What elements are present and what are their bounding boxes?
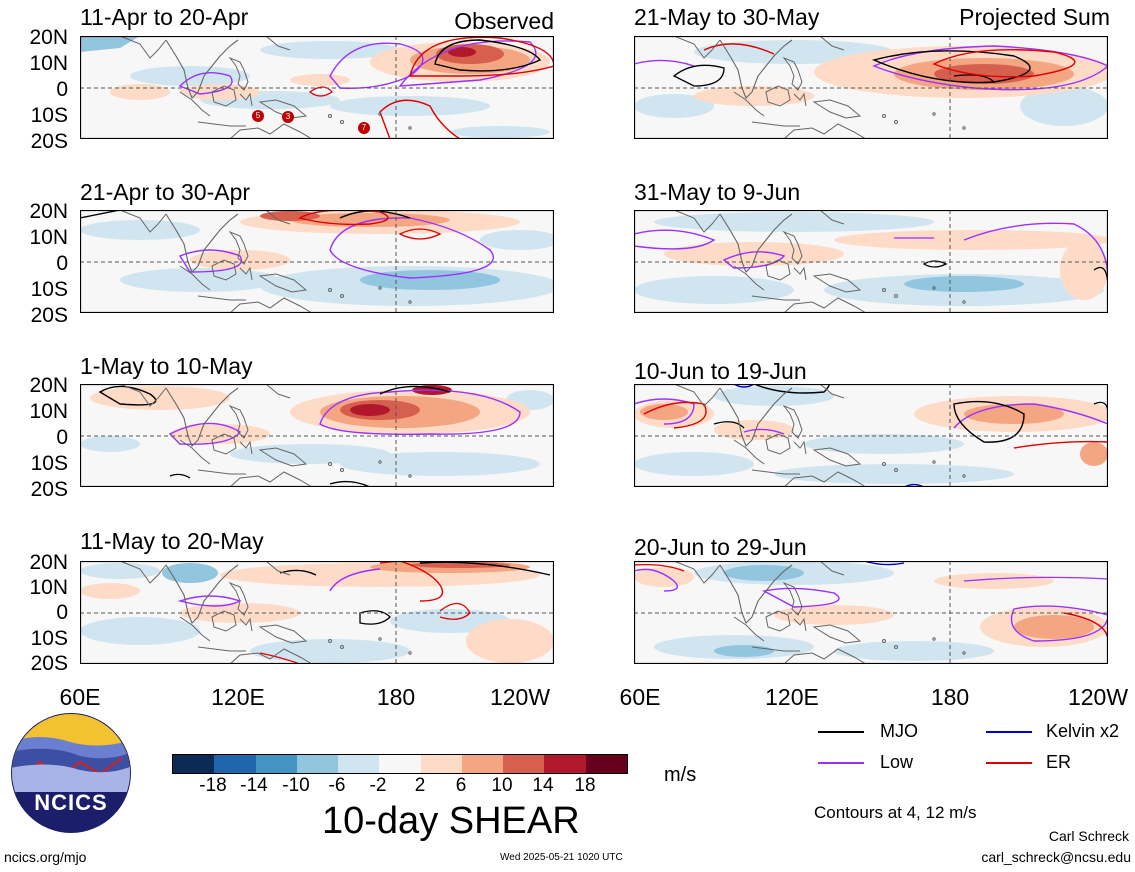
map-panel-3 bbox=[80, 384, 554, 487]
colorbar-tick: 10 bbox=[491, 775, 513, 796]
panel-title-4: 11-May to 20-May bbox=[80, 528, 264, 554]
lat-label: 20N bbox=[29, 26, 68, 49]
legend-label-kelvin: Kelvin x2 bbox=[1046, 721, 1120, 741]
colorbar-swatch bbox=[214, 755, 256, 773]
panel-title-6: 31-May to 9-Jun bbox=[634, 179, 801, 205]
map-panel-4 bbox=[80, 561, 554, 664]
footer-email: carl_schreck@ncsu.edu bbox=[981, 849, 1131, 865]
storm-marker-icon: 3 bbox=[282, 111, 294, 123]
logo-text: NCICS bbox=[34, 790, 108, 815]
colorbar-tick: -10 bbox=[282, 775, 310, 796]
colorbar-swatch bbox=[338, 755, 380, 773]
storm-marker-icon: 5 bbox=[252, 110, 264, 122]
colorbar-tick: -18 bbox=[199, 775, 227, 796]
lat-label: 20N bbox=[29, 200, 68, 223]
colorbar-tick: 14 bbox=[532, 775, 554, 796]
colorbar-tick: 18 bbox=[574, 775, 596, 796]
colorbar-swatch bbox=[420, 755, 462, 773]
colorbar-ticks: -18 -14 -10 -6 -2 2 6 10 14 18 bbox=[172, 776, 626, 798]
legend-label-mjo: MJO bbox=[880, 721, 918, 741]
legend-line-er bbox=[986, 762, 1032, 764]
lon-label: 120W bbox=[489, 684, 551, 710]
lat-label: 0 bbox=[56, 426, 68, 449]
lon-label: 180 bbox=[930, 684, 970, 710]
colorbar-swatch bbox=[255, 755, 297, 773]
panel-title-5: 21-May to 30-May bbox=[634, 4, 820, 30]
map-panel-5 bbox=[634, 36, 1108, 139]
panel-note-projected: Projected Sum bbox=[959, 4, 1110, 30]
lat-label: 0 bbox=[56, 252, 68, 275]
ncics-logo: NCICS bbox=[10, 712, 132, 834]
colorbar-swatch bbox=[379, 755, 421, 773]
colorbar-swatch bbox=[503, 755, 545, 773]
contours-note: Contours at 4, 12 m/s bbox=[814, 803, 977, 822]
lat-label: 20N bbox=[29, 374, 68, 397]
colorbar-tick: 6 bbox=[455, 775, 467, 796]
colorbar-tick: 2 bbox=[414, 775, 426, 796]
lon-label: 60E bbox=[59, 684, 101, 710]
panel-title-8: 20-Jun to 29-Jun bbox=[634, 534, 807, 560]
lon-label: 120E bbox=[211, 684, 265, 710]
panel-title-1: 11-Apr to 20-Apr bbox=[80, 4, 249, 30]
panel-title-2: 21-Apr to 30-Apr bbox=[80, 179, 251, 205]
colorbar-tick: -6 bbox=[328, 775, 346, 796]
colorbar-units: m/s bbox=[664, 764, 697, 786]
colorbar-swatch bbox=[544, 755, 586, 773]
legend-line-low bbox=[818, 762, 864, 764]
lat-label: 0 bbox=[56, 601, 68, 624]
colorbar-swatch bbox=[296, 755, 339, 773]
colorbar bbox=[172, 754, 628, 774]
lon-label: 120E bbox=[765, 684, 819, 710]
lat-label: 10S bbox=[30, 104, 68, 127]
panel-title-7: 10-Jun to 19-Jun bbox=[634, 358, 807, 384]
lat-label: 0 bbox=[56, 78, 68, 101]
panel-note-observed: Observed bbox=[454, 8, 554, 34]
lon-label: 180 bbox=[376, 684, 416, 710]
lat-label: 10N bbox=[29, 226, 68, 249]
legend-line-mjo bbox=[818, 731, 864, 733]
map-panel-8 bbox=[634, 561, 1108, 664]
panel-title-3: 1-May to 10-May bbox=[80, 353, 253, 379]
colorbar-tick: -14 bbox=[240, 775, 268, 796]
lon-label: 60E bbox=[619, 684, 661, 710]
storm-marker-icon: 7 bbox=[358, 122, 370, 134]
colorbar-swatch bbox=[173, 755, 215, 773]
footer-timestamp: Wed 2025-05-21 1020 UTC bbox=[500, 852, 623, 863]
footer-url: ncics.org/mjo bbox=[4, 849, 87, 865]
map-panel-7 bbox=[634, 384, 1108, 487]
lat-label: 10S bbox=[30, 627, 68, 650]
legend-label-er: ER bbox=[1046, 752, 1072, 772]
lat-label: 20S bbox=[30, 304, 68, 327]
lat-label: 10N bbox=[29, 52, 68, 75]
colorbar-swatch bbox=[461, 755, 504, 773]
lat-label: 20N bbox=[29, 551, 68, 574]
lat-label: 10S bbox=[30, 452, 68, 475]
lat-label: 10S bbox=[30, 278, 68, 301]
lat-label: 20S bbox=[30, 130, 68, 153]
colorbar-swatch bbox=[585, 755, 627, 773]
map-panel-1: 5 3 7 bbox=[80, 36, 554, 139]
figure-title: 10-day SHEAR bbox=[322, 800, 580, 842]
lat-label: 20S bbox=[30, 478, 68, 501]
lat-label: 20S bbox=[30, 652, 68, 675]
legend-label-low: Low bbox=[880, 752, 914, 772]
map-panel-2 bbox=[80, 210, 554, 313]
lat-label: 10N bbox=[29, 576, 68, 599]
footer-author: Carl Schreck bbox=[1048, 828, 1129, 844]
lat-label: 10N bbox=[29, 400, 68, 423]
map-panel-6 bbox=[634, 210, 1108, 313]
legend-line-kelvin bbox=[986, 731, 1032, 733]
colorbar-tick: -2 bbox=[369, 775, 387, 796]
lon-label: 120W bbox=[1067, 684, 1129, 710]
